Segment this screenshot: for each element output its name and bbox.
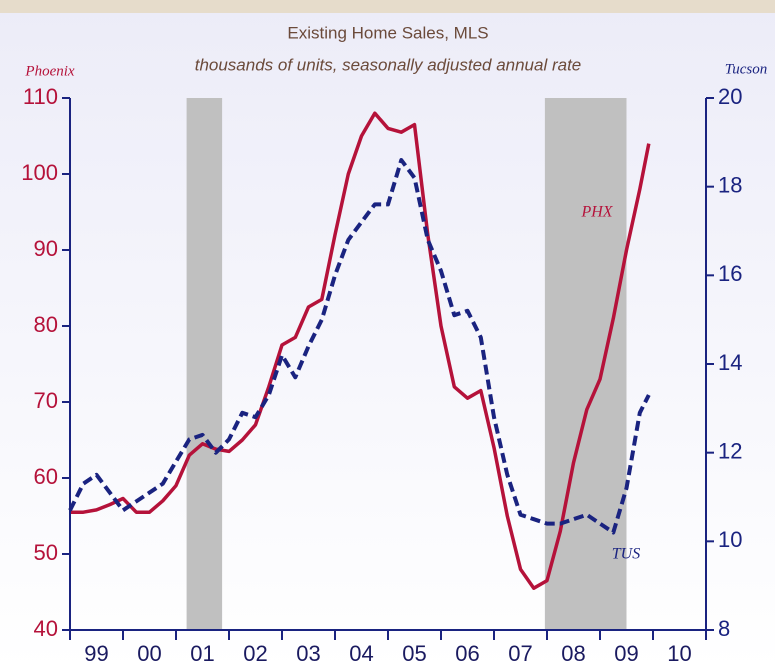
y2-tick-label: 12 — [718, 438, 742, 463]
y-tick-label: 100 — [21, 160, 58, 185]
series-label: PHX — [580, 204, 613, 221]
x-tick-label: 10 — [667, 641, 691, 666]
series-line — [70, 111, 651, 590]
chart-title: Existing Home Sales, MLS — [287, 23, 488, 42]
x-tick-label: 01 — [190, 641, 214, 666]
top-bar — [0, 0, 775, 13]
x-tick-label: 05 — [402, 641, 426, 666]
y-tick-label: 60 — [34, 464, 58, 489]
y2-tick-label: 8 — [718, 616, 730, 641]
chart-subtitle: thousands of units, seasonally adjusted … — [195, 55, 582, 74]
y-tick-label: 80 — [34, 312, 58, 337]
y-tick-label: 70 — [34, 388, 58, 413]
x-tick-label: 04 — [349, 641, 373, 666]
y-tick-label: 90 — [34, 236, 58, 261]
x-tick-label: 00 — [137, 641, 161, 666]
y2-tick-label: 18 — [718, 172, 742, 197]
x-tick-label: 03 — [296, 641, 320, 666]
y2-axis-label: Tucson — [725, 61, 768, 77]
y2-tick-label: 14 — [718, 350, 742, 375]
x-tick-label: 08 — [561, 641, 585, 666]
x-tick-label: 99 — [84, 641, 108, 666]
y-axis-label: Phoenix — [24, 63, 74, 79]
x-tick-label: 06 — [455, 641, 479, 666]
y2-tick-label: 20 — [718, 84, 742, 109]
recession-band — [186, 98, 223, 630]
series-label: TUS — [612, 546, 640, 563]
plot-area — [68, 98, 651, 630]
x-tick-label: 07 — [508, 641, 532, 666]
y-tick-label: 50 — [34, 540, 58, 565]
y2-tick-label: 16 — [718, 261, 742, 286]
y-tick-label: 110 — [23, 84, 58, 109]
x-tick-label: 02 — [243, 641, 267, 666]
y-tick-label: 40 — [34, 616, 58, 641]
x-tick-label: 09 — [614, 641, 638, 666]
y2-tick-label: 10 — [718, 527, 742, 552]
